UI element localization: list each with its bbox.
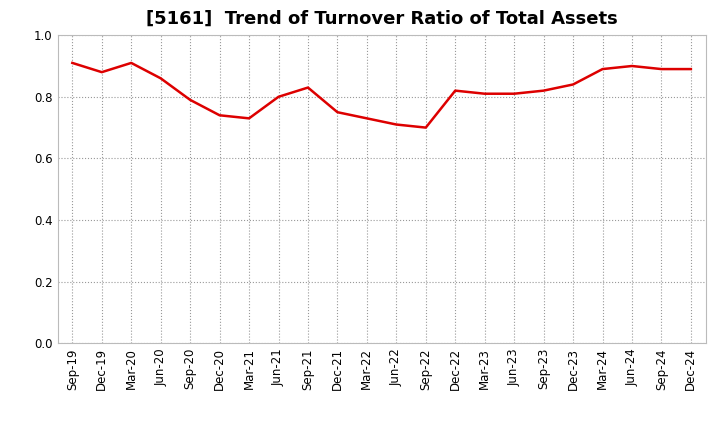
Title: [5161]  Trend of Turnover Ratio of Total Assets: [5161] Trend of Turnover Ratio of Total … <box>145 10 618 28</box>
